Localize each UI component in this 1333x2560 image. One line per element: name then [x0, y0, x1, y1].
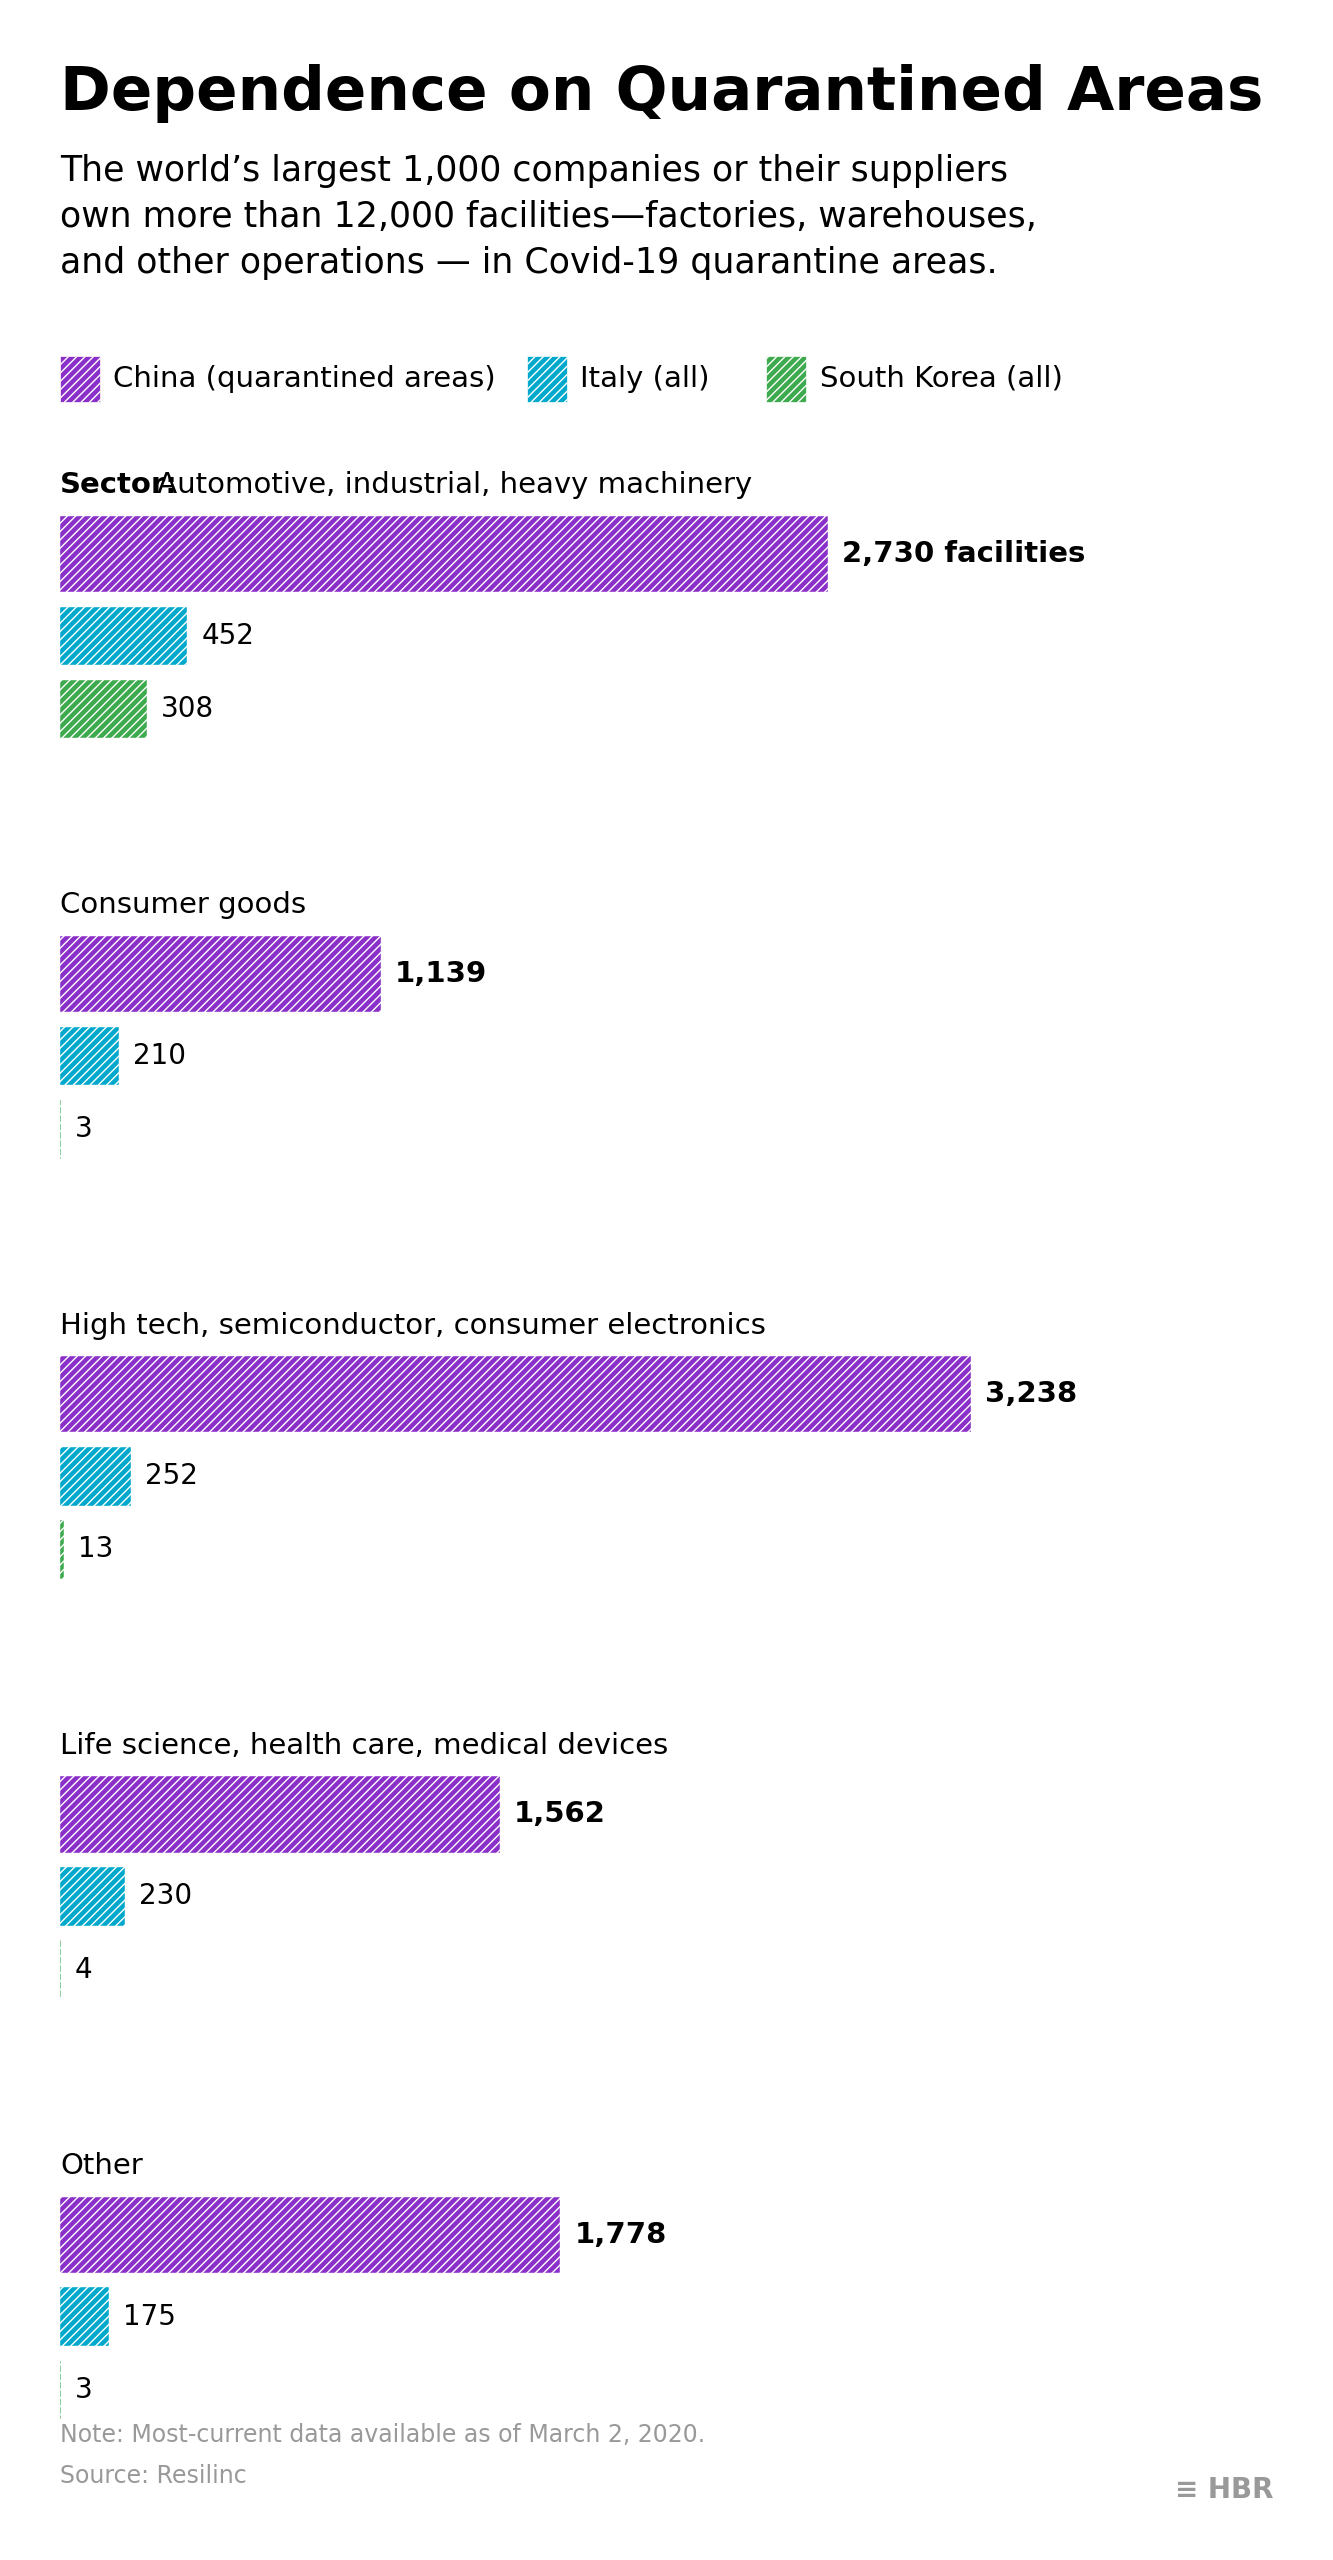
Text: China (quarantined areas): China (quarantined areas): [113, 366, 496, 392]
Text: 452: 452: [201, 622, 255, 650]
Text: Other: Other: [60, 2153, 143, 2181]
Text: ≡ HBR: ≡ HBR: [1174, 2476, 1273, 2504]
Text: 2,730 facilities: 2,730 facilities: [842, 540, 1085, 568]
Text: 4: 4: [75, 1956, 93, 1984]
Text: 1,778: 1,778: [575, 2220, 666, 2248]
Text: High tech, semiconductor, consumer electronics: High tech, semiconductor, consumer elect…: [60, 1311, 766, 1339]
Bar: [60, 1521, 64, 1580]
Text: 3: 3: [75, 1116, 92, 1144]
Bar: [60, 1446, 131, 1505]
Text: 1,139: 1,139: [395, 960, 487, 988]
Text: The world’s largest 1,000 companies or their suppliers
own more than 12,000 faci: The world’s largest 1,000 companies or t…: [60, 154, 1037, 279]
Text: Automotive, industrial, heavy machinery: Automotive, industrial, heavy machinery: [148, 471, 752, 499]
Text: Sector:: Sector:: [60, 471, 177, 499]
Bar: [60, 681, 147, 737]
Bar: [60, 515, 828, 591]
Bar: [60, 937, 380, 1011]
Text: 252: 252: [145, 1462, 197, 1490]
Bar: [60, 1027, 119, 1085]
Bar: [60, 607, 187, 666]
Text: South Korea (all): South Korea (all): [820, 366, 1062, 392]
Bar: [60, 1357, 972, 1434]
Text: 3: 3: [75, 2376, 92, 2404]
Text: 230: 230: [139, 1882, 192, 1910]
Text: 1,562: 1,562: [513, 1800, 605, 1828]
Text: Consumer goods: Consumer goods: [60, 891, 307, 919]
Text: 3,238: 3,238: [985, 1380, 1077, 1408]
Text: 308: 308: [161, 694, 213, 722]
Text: Source: Resilinc: Source: Resilinc: [60, 2465, 247, 2488]
Bar: [60, 1866, 125, 1925]
Text: 13: 13: [77, 1536, 113, 1564]
Text: 210: 210: [133, 1042, 187, 1070]
Text: Italy (all): Italy (all): [580, 366, 709, 392]
Text: Dependence on Quarantined Areas: Dependence on Quarantined Areas: [60, 64, 1264, 123]
Bar: [60, 2289, 109, 2345]
Text: Note: Most-current data available as of March 2, 2020.: Note: Most-current data available as of …: [60, 2424, 705, 2447]
Bar: [60, 2196, 560, 2273]
Bar: [60, 1777, 500, 1853]
Text: Life science, health care, medical devices: Life science, health care, medical devic…: [60, 1731, 668, 1759]
Text: 175: 175: [123, 2301, 176, 2330]
